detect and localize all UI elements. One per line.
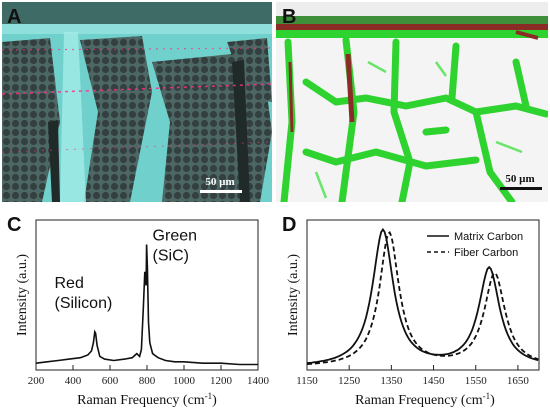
chart-d-xtick-label-5: 1650 [507, 375, 529, 387]
chart-d-ylabel: Intensity (a.u.) [286, 254, 301, 336]
chart-d-xtick-label-2: 1350 [380, 375, 403, 387]
panel-letter-b: B [282, 6, 297, 28]
chart-d-series [306, 227, 539, 366]
panel-letter-d: D [282, 214, 297, 236]
raman-spectrum-chart: 200 400 600 800 1000 1200 1400 Red (Silicon) G… [15, 219, 270, 408]
chart-c-xlabel: Raman Frequency (cm-1) [77, 391, 217, 408]
chart-d-xtick-label-4: 1550 [465, 375, 488, 387]
annotation-sic: (SiC) [153, 247, 189, 264]
chart-d-plot: 1150 1250 1350 1450 1550 1650 Matrix Carbon F… [296, 219, 540, 387]
legend-label-matrix-carbon: Matrix Carbon [454, 231, 523, 243]
chart-c-plot: 200 400 600 800 1000 1200 1400 Red (Silicon) G… [28, 219, 270, 387]
chart-c-ylabel: Intensity (a.u.) [15, 254, 30, 336]
micrograph-a-image: 50 µm [2, 2, 272, 202]
chart-d-xtick-label-0: 1150 [296, 375, 318, 387]
chart-d-xtick-label-1: 1250 [338, 375, 361, 387]
scale-bar-b-label: 50 µm [505, 173, 534, 185]
chart-c-xtick-label-0: 200 [28, 375, 45, 387]
annotation-silicon: (Silicon) [55, 295, 113, 312]
chart-c-xtick-label-3: 800 [139, 375, 156, 387]
chart-d-xlabel: Raman Frequency (cm-1) [355, 391, 495, 408]
chart-c-x-axis: 200 400 600 800 1000 1200 1400 [28, 365, 270, 387]
series-line-fiber-carbon [306, 231, 539, 366]
annotation-red: Red [55, 275, 84, 292]
micrograph-b: 50 µm [276, 2, 548, 202]
chart-d-xtick-label-3: 1450 [423, 375, 446, 387]
chart-c-xtick-label-1: 400 [65, 375, 82, 387]
series-line-matrix-carbon [306, 227, 539, 364]
legend-label-fiber-carbon: Fiber Carbon [454, 247, 518, 259]
scale-bar-b: 50 µm [500, 173, 542, 190]
micrograph-a: 50 µm [2, 2, 272, 202]
chart-d-legend: Matrix Carbon Fiber Carbon [427, 231, 523, 259]
chart-c-xtick-label-5: 1200 [210, 375, 233, 387]
raman-spectrum-line [35, 244, 258, 366]
scale-bar-a-label: 50 µm [205, 176, 234, 188]
chart-c-xtick-label-4: 1000 [173, 375, 196, 387]
chart-d-x-axis: 1150 1250 1350 1450 1550 1650 [296, 365, 529, 387]
chart-c-xtick-label-6: 1400 [247, 375, 270, 387]
panel-letter-a: A [7, 6, 22, 28]
annotation-green: Green [153, 227, 197, 244]
micrograph-b-image: 50 µm [276, 2, 548, 202]
chart-d-frame [306, 219, 540, 371]
panel-letter-c: C [7, 214, 22, 236]
scale-bar-a: 50 µm [200, 176, 242, 193]
chart-c-xtick-label-2: 600 [102, 375, 119, 387]
carbon-raman-chart: 1150 1250 1350 1450 1550 1650 Matrix Carbon F… [286, 219, 540, 408]
